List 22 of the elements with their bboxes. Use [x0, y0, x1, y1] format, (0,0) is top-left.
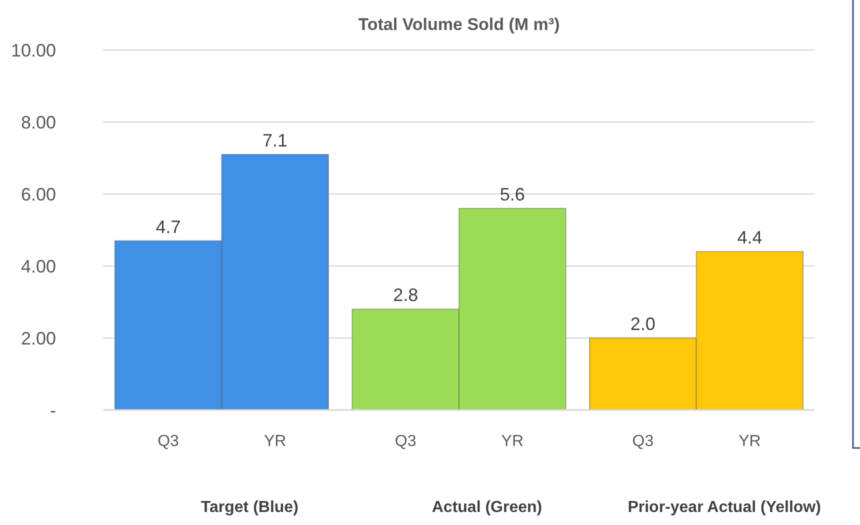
y-tick-label: 4.00 [20, 256, 56, 276]
y-tick-label: 8.00 [20, 112, 56, 132]
x-tick-label: Q3 [394, 433, 416, 450]
data-label: 5.6 [500, 184, 525, 204]
text: Actual (Green) [432, 499, 542, 516]
chart-title: Total Volume Sold (M m³) [358, 15, 560, 34]
y-tick-label: 6.00 [20, 184, 56, 204]
x-tick-label: Q3 [632, 433, 654, 450]
data-label: 4.7 [156, 216, 181, 237]
y-tick-label: 10.00 [10, 40, 56, 60]
y-tick-label: - [50, 400, 56, 420]
x-tick-label: YR [264, 433, 286, 450]
y-tick-label: 2.00 [20, 328, 56, 348]
data-label: 7.1 [262, 130, 288, 150]
data-label: 4.4 [737, 228, 762, 248]
x-tick-label: YR [738, 433, 761, 450]
x-tick-label: Q3 [158, 433, 180, 450]
data-label: 2.8 [393, 285, 418, 306]
x-tick-label: YR [501, 433, 524, 450]
text: Prior-year Actual (Yellow) [628, 499, 821, 516]
data-label: 2.0 [630, 314, 656, 334]
text: Target (Blue) [200, 499, 298, 516]
